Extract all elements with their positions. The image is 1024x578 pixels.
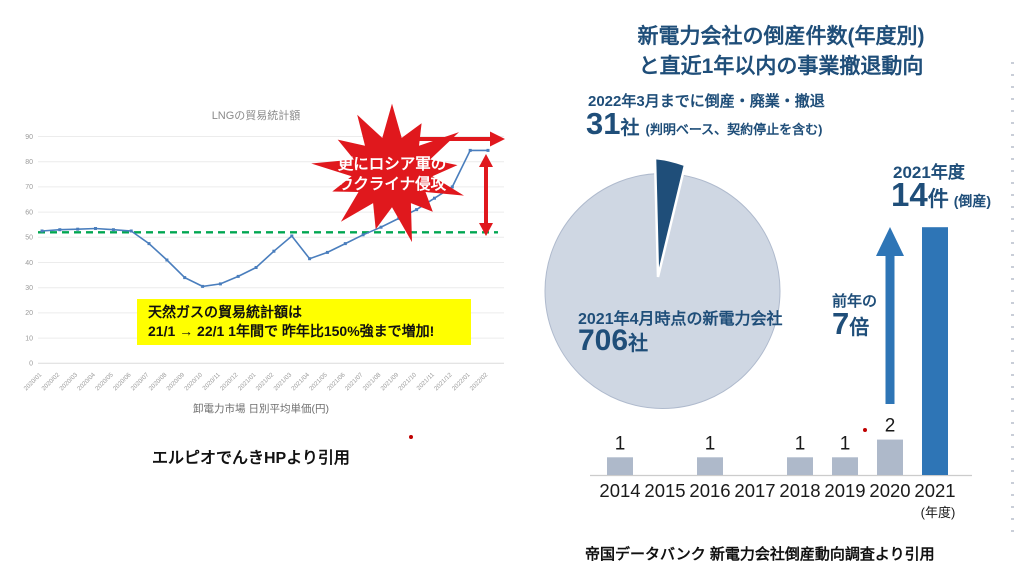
right-title: 新電力会社の倒産件数(年度別) と直近1年以内の事業撤退動向 <box>548 22 1014 82</box>
svg-text:2020/10: 2020/10 <box>183 371 204 392</box>
svg-text:1: 1 <box>615 433 626 454</box>
svg-text:2021/06: 2021/06 <box>326 371 347 392</box>
right-title-line1: 新電力会社の倒産件数(年度別) <box>637 25 925 48</box>
line-chart-title: LNGの貿易統計額 <box>212 108 301 122</box>
svg-text:2022/01: 2022/01 <box>451 371 472 392</box>
yellow-note: 天然ガスの貿易統計額は 21/1 → 22/1 1年間で 昨年比150%強まで増… <box>137 299 471 345</box>
withdrawn-stat: 31社 (判明ベース、契約停止を含む) <box>586 106 823 142</box>
year-2021-value: 14 <box>891 176 928 213</box>
svg-text:90: 90 <box>25 134 33 141</box>
multiplier-value: 7 <box>832 306 850 341</box>
svg-text:40: 40 <box>25 260 33 267</box>
withdrawn-subtitle: 2022年3月までに倒産・廃業・撤退 <box>588 93 825 110</box>
svg-text:2016: 2016 <box>689 480 730 501</box>
multiplier-prefix: 前年の <box>832 293 878 310</box>
svg-text:70: 70 <box>25 184 33 191</box>
svg-text:1: 1 <box>705 433 716 454</box>
year-2021-unit: 件 <box>927 188 949 211</box>
dotted-edge-decoration <box>1011 62 1014 532</box>
lng-line-chart: 0 10 20 30 40 50 60 70 80 90 2020/012020/022020/03… <box>23 103 505 415</box>
pie-slice-31 <box>653 156 687 278</box>
svg-text:10: 10 <box>25 335 33 342</box>
svg-text:0: 0 <box>29 361 33 368</box>
svg-text:2021/03: 2021/03 <box>272 371 293 392</box>
svg-text:60: 60 <box>25 209 33 216</box>
svg-text:2021/12: 2021/12 <box>433 371 454 392</box>
svg-text:50: 50 <box>25 235 33 242</box>
pie-count-value: 706 <box>578 324 629 357</box>
svg-text:2015: 2015 <box>644 480 685 501</box>
starburst-text-line2: ウクライナ侵攻 <box>338 174 447 193</box>
pie-chart <box>544 156 781 409</box>
pie-count-unit: 社 <box>628 333 649 355</box>
svg-text:2021: 2021 <box>914 480 955 501</box>
arrow-head-right-icon <box>490 131 505 147</box>
svg-text:2021/04: 2021/04 <box>290 371 311 392</box>
year-2021-stat: 14件 (倒産) <box>891 176 991 214</box>
left-source-caption: エルピオでんきHPより引用 <box>152 450 350 467</box>
svg-text:1: 1 <box>840 433 851 454</box>
svg-text:2022/02: 2022/02 <box>469 371 490 392</box>
svg-text:2017: 2017 <box>734 480 775 501</box>
year-2021-label: 2021年度 <box>893 163 965 182</box>
svg-text:2020/02: 2020/02 <box>40 371 61 392</box>
svg-text:2: 2 <box>885 416 896 437</box>
red-horizontal-arrow <box>418 131 505 147</box>
growth-arrow-icon <box>876 227 904 404</box>
svg-text:2020/07: 2020/07 <box>130 371 151 392</box>
svg-text:2020: 2020 <box>869 480 910 501</box>
bar-chart-axis-note: (年度) <box>921 505 956 520</box>
svg-text:2020/04: 2020/04 <box>76 371 97 392</box>
multiplier-stat: 7倍 <box>832 306 869 342</box>
svg-text:30: 30 <box>25 285 33 292</box>
svg-text:2021/10: 2021/10 <box>397 371 418 392</box>
bar-chart: 1 2014 2015 1 2016 2017 1 2018 1 2019 2 2020 2021 (年… <box>590 227 972 520</box>
svg-text:2021/05: 2021/05 <box>308 371 329 392</box>
year-2021-note: (倒産) <box>953 193 992 209</box>
svg-text:2019: 2019 <box>824 480 865 501</box>
svg-text:2020/12: 2020/12 <box>219 371 240 392</box>
svg-text:2018: 2018 <box>779 480 820 501</box>
pie-count: 706社 <box>578 324 648 358</box>
svg-text:2020/03: 2020/03 <box>58 371 79 392</box>
starburst-text-line1: 更にロシア軍の <box>338 155 447 173</box>
svg-text:20: 20 <box>25 310 33 317</box>
arrow-head-up-icon <box>479 154 493 167</box>
arrow-head-down-icon <box>479 223 493 236</box>
svg-text:2020/05: 2020/05 <box>94 371 115 392</box>
svg-text:2021/08: 2021/08 <box>362 371 383 392</box>
svg-text:2021/09: 2021/09 <box>379 371 400 392</box>
line-chart-xaxis-title: 卸電力市場 日別平均単価(円) <box>193 402 329 415</box>
multiplier-unit: 倍 <box>849 317 870 339</box>
svg-text:2020/09: 2020/09 <box>165 371 186 392</box>
yellow-note-line1: 天然ガスの貿易統計額は <box>148 304 302 320</box>
red-vertical-double-arrow <box>479 154 493 236</box>
pie-caption: 2021年4月時点の新電力会社 <box>578 311 783 328</box>
svg-text:80: 80 <box>25 159 33 166</box>
starburst-shape <box>311 103 464 243</box>
svg-text:2021/01: 2021/01 <box>237 371 258 392</box>
svg-text:2020/06: 2020/06 <box>112 371 133 392</box>
svg-text:2021/02: 2021/02 <box>255 371 276 392</box>
svg-text:2021/07: 2021/07 <box>344 371 365 392</box>
stray-red-dot-left <box>409 435 413 439</box>
starburst-annotation: 更にロシア軍の ウクライナ侵攻 <box>311 103 464 243</box>
stray-red-dot-right <box>863 428 867 432</box>
withdrawn-note: (判明ベース、契約停止を含む) <box>645 122 823 137</box>
right-title-line2: と直近1年以内の事業撤退動向 <box>638 54 924 78</box>
svg-text:2020/01: 2020/01 <box>23 371 44 392</box>
bar-chart-plot: 1 2014 2015 1 2016 2017 1 2018 1 2019 2 2020 2021 <box>590 227 972 501</box>
withdrawn-unit: 社 <box>620 118 640 139</box>
right-source-caption: 帝国データバンク 新電力会社倒産動向調査より引用 <box>585 546 935 563</box>
yellow-note-line2: 21/1 → 22/1 1年間で 昨年比150%強まで増加! <box>148 322 435 339</box>
withdrawn-value: 31 <box>586 106 621 141</box>
svg-text:2020/08: 2020/08 <box>148 371 169 392</box>
svg-text:1: 1 <box>795 433 806 454</box>
svg-text:2014: 2014 <box>599 480 640 501</box>
